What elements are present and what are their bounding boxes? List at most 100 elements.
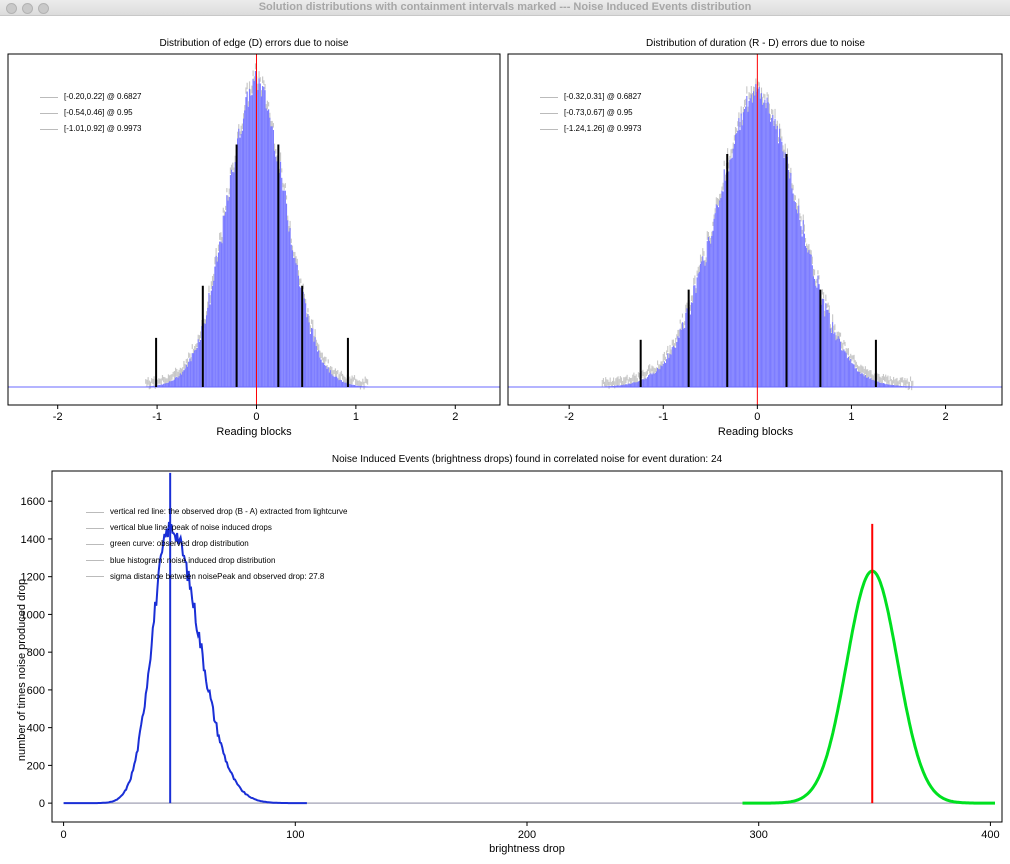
histogram-bar bbox=[711, 235, 713, 387]
histogram-bar bbox=[680, 330, 682, 387]
noise-band bbox=[658, 364, 660, 373]
edge-error-plot[interactable]: -2 -1 0 1 2 bbox=[0, 30, 505, 442]
noise-band bbox=[341, 373, 344, 380]
noise-band bbox=[194, 345, 196, 353]
noise-band bbox=[607, 379, 609, 386]
histogram-bar bbox=[694, 285, 696, 387]
noise-band bbox=[623, 377, 625, 387]
noise-band bbox=[649, 364, 651, 374]
histogram-bar bbox=[851, 363, 853, 387]
noise-band bbox=[754, 86, 756, 97]
histogram-bar bbox=[668, 357, 670, 387]
histogram-bar bbox=[754, 95, 756, 388]
noise-band bbox=[774, 108, 776, 119]
noise-band bbox=[336, 370, 338, 381]
histogram-bar bbox=[284, 190, 286, 387]
legend-label: [-0.73,0.67] @ 0.95 bbox=[564, 108, 633, 117]
histogram-bar bbox=[189, 358, 191, 387]
histogram-bar bbox=[157, 385, 159, 387]
noise-band bbox=[769, 114, 772, 121]
noise-band bbox=[912, 380, 914, 386]
histogram-bar bbox=[225, 211, 227, 387]
noise-band bbox=[858, 366, 860, 374]
histogram-bar bbox=[357, 385, 359, 387]
noise-band bbox=[676, 334, 678, 340]
histogram-bar bbox=[816, 287, 818, 387]
histogram-bar bbox=[818, 284, 820, 387]
noise-band bbox=[667, 345, 669, 353]
histogram-bar bbox=[751, 102, 754, 387]
histogram-bar bbox=[766, 97, 768, 387]
histogram-bar bbox=[159, 384, 161, 387]
noise-band bbox=[198, 335, 201, 342]
histogram-bar bbox=[303, 298, 305, 387]
noise-band bbox=[282, 182, 284, 188]
noise-band bbox=[343, 375, 345, 382]
histogram-bar bbox=[264, 90, 266, 387]
histogram-bar bbox=[239, 137, 241, 387]
noise-band bbox=[288, 225, 290, 233]
histogram-bar bbox=[260, 96, 263, 388]
histogram-bar bbox=[852, 363, 854, 387]
noise-band bbox=[287, 215, 289, 222]
noise-band bbox=[312, 319, 314, 330]
histogram-bar bbox=[299, 286, 301, 387]
chart-title: Noise Induced Events (brightness drops) … bbox=[331, 454, 723, 465]
noise-band bbox=[692, 295, 694, 303]
close-window-button[interactable] bbox=[6, 3, 17, 14]
noise-band bbox=[862, 366, 864, 373]
noise-band bbox=[689, 304, 691, 311]
x-tick-label: -1 bbox=[152, 411, 162, 423]
noise-band bbox=[773, 120, 775, 126]
plot-frame bbox=[507, 53, 1003, 406]
histogram-bar bbox=[188, 361, 190, 387]
histogram-bar bbox=[655, 371, 658, 387]
noise-band bbox=[815, 280, 817, 289]
noise-band bbox=[634, 375, 636, 384]
histogram-bar bbox=[203, 323, 205, 387]
duration-error-plot[interactable]: -2 -1 0 1 2 bbox=[505, 30, 1010, 442]
noise-band bbox=[712, 221, 714, 226]
histogram-bar bbox=[774, 118, 776, 387]
observed-drop-curve bbox=[742, 569, 995, 805]
x-tick-label: 0 bbox=[61, 829, 67, 841]
noise-band bbox=[308, 315, 310, 324]
histogram-bar bbox=[164, 383, 166, 387]
x-tick-label: -2 bbox=[564, 411, 574, 423]
zoom-window-button[interactable] bbox=[38, 3, 49, 14]
noise-band bbox=[340, 370, 342, 377]
legend-swatch bbox=[86, 544, 104, 545]
histogram-bar bbox=[318, 350, 320, 387]
legend-entry: [-0.54,0.46] @ 0.95 bbox=[40, 105, 142, 121]
histogram-bar bbox=[313, 341, 315, 387]
noise-band bbox=[254, 63, 257, 70]
noise-band bbox=[800, 216, 802, 222]
histogram-bar bbox=[789, 178, 791, 387]
noise-band bbox=[808, 244, 810, 253]
histogram-bar bbox=[763, 102, 765, 388]
noise-band bbox=[603, 381, 606, 387]
noise-band bbox=[184, 363, 186, 373]
minimize-window-button[interactable] bbox=[22, 3, 33, 14]
legend-swatch bbox=[540, 96, 558, 98]
noise-band bbox=[723, 160, 725, 166]
noise-band bbox=[782, 145, 784, 155]
noise-band bbox=[708, 236, 711, 245]
noise-band bbox=[750, 86, 752, 96]
histogram-bar bbox=[867, 377, 869, 387]
histogram-bar bbox=[859, 371, 861, 387]
noise-band bbox=[217, 244, 220, 251]
histogram-bar bbox=[207, 307, 209, 387]
noise-band bbox=[228, 188, 230, 195]
noise-band bbox=[646, 369, 649, 375]
histogram-bar bbox=[204, 323, 206, 387]
histogram-bar bbox=[730, 158, 732, 387]
noise-band bbox=[713, 214, 715, 224]
noise-band bbox=[648, 365, 650, 372]
histogram-bar bbox=[172, 380, 174, 387]
noise-band bbox=[724, 174, 726, 181]
histogram-bar bbox=[762, 104, 764, 387]
noise-events-plot[interactable]: 0 100 200 300 400 0 200 400 600 800 1000 1200 1400 16… bbox=[0, 444, 1010, 864]
histogram-bar bbox=[152, 385, 154, 387]
histogram-bar bbox=[259, 83, 261, 388]
